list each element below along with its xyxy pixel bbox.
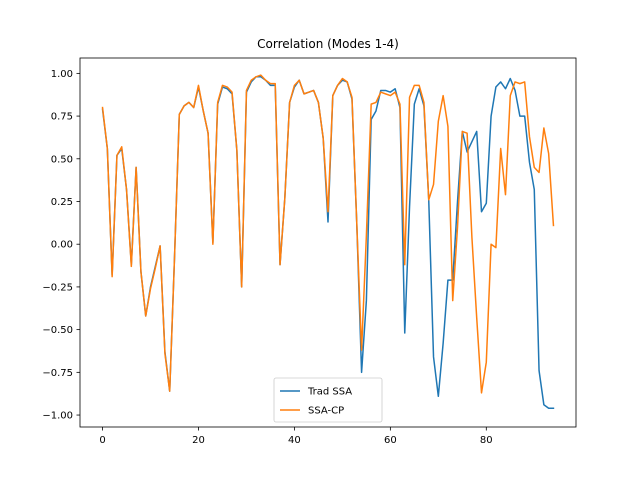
y-tick-label: −1.00 <box>42 411 73 422</box>
y-tick-label: −0.50 <box>42 325 73 336</box>
x-tick-label: 80 <box>480 435 493 446</box>
series-line-1 <box>101 74 555 394</box>
axes-frame <box>79 57 577 428</box>
y-tick-label: 0.25 <box>51 197 73 208</box>
legend-box <box>273 377 383 423</box>
y-tick-label: 0.50 <box>51 154 73 165</box>
legend: Trad SSA SSA-CP <box>273 377 383 423</box>
legend-label-1: SSA-CP <box>308 406 344 417</box>
y-tick-label: 1.00 <box>51 69 73 80</box>
y-tick-label: −0.25 <box>42 282 73 293</box>
x-tick-label: 60 <box>384 435 397 446</box>
y-tick-label: −0.75 <box>42 368 73 379</box>
y-tick-label: 0.75 <box>51 112 73 123</box>
x-tick-label: 0 <box>99 435 105 446</box>
y-tick-label: 0.00 <box>51 240 73 251</box>
legend-label-0: Trad SSA <box>307 387 352 398</box>
x-tick-label: 20 <box>192 435 205 446</box>
x-tick-label: 40 <box>288 435 301 446</box>
chart-title: Correlation (Modes 1-4) <box>257 37 399 51</box>
